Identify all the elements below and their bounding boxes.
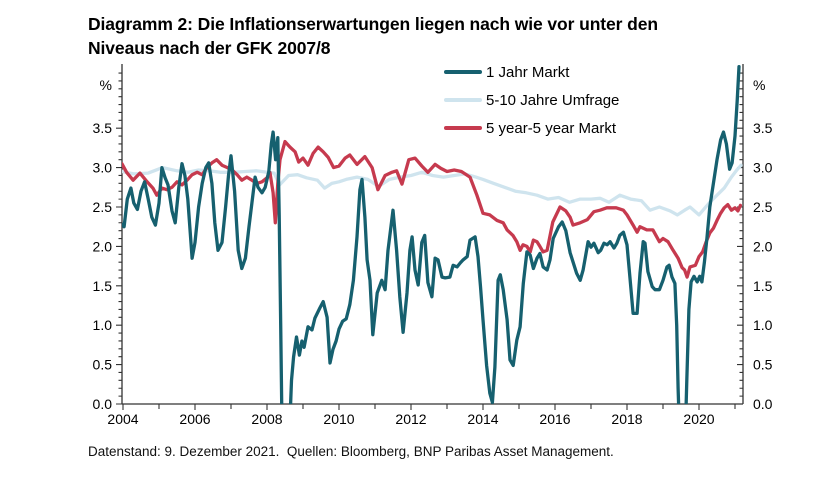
y-axis-label-left: 3.5 xyxy=(93,120,113,136)
y-axis-unit-left: % xyxy=(100,77,112,93)
y-axis-label-right: 2.5 xyxy=(753,199,773,215)
y-axis-label-right: 0.5 xyxy=(753,357,773,373)
chart-title-line1: Diagramm 2: Die Inflationserwartungen li… xyxy=(88,14,658,34)
y-ticks xyxy=(116,72,743,405)
y-axis-label-right: 1.0 xyxy=(753,317,773,333)
chart-title-line2: Niveaus nach der GFK 2007/8 xyxy=(88,38,331,58)
legend-item-5-10-jahre-umfrage: 5-10 Jahre Umfrage xyxy=(444,90,619,110)
y-axis-label-left: 0.0 xyxy=(93,396,113,412)
y-axis-label-right: 3.5 xyxy=(753,120,773,136)
y-axis-label-left: 2.0 xyxy=(93,238,113,254)
legend-label: 5-10 Jahre Umfrage xyxy=(486,91,620,109)
legend-swatch-red-line-icon xyxy=(444,126,482,130)
y-axis-label-right: 1.5 xyxy=(753,278,773,294)
y-axis-label-left: 2.5 xyxy=(93,199,113,215)
legend-swatch-lightblue-line-icon xyxy=(444,98,482,102)
x-axis-label: 2008 xyxy=(251,411,282,427)
series-line-1-jahr-markt xyxy=(122,65,741,404)
y-axis-label-left: 0.5 xyxy=(93,357,113,373)
x-axis-label: 2010 xyxy=(323,411,354,427)
x-ticks xyxy=(122,404,736,410)
y-axis-label-right: 0.0 xyxy=(753,396,773,412)
legend-item-5y5y-markt: 5 year-5 year Markt xyxy=(444,118,619,138)
y-axis-label-right: 2.0 xyxy=(753,238,773,254)
x-axis-label: 2004 xyxy=(107,411,138,427)
x-axis-label: 2018 xyxy=(611,411,642,427)
x-axis-label: 2020 xyxy=(683,411,714,427)
y-axis-label-right: 3.0 xyxy=(753,160,773,176)
source-note: Datenstand: 9. Dezember 2021. Quellen: B… xyxy=(88,444,614,459)
series-line-5-10-jahre-umfrage xyxy=(122,163,743,217)
y-axis-label-left: 1.0 xyxy=(93,317,113,333)
legend-swatch-teal-line-icon xyxy=(444,70,482,74)
x-axis-label: 2014 xyxy=(467,411,498,427)
x-axis-label: 2006 xyxy=(179,411,210,427)
legend-label: 5 year-5 year Markt xyxy=(486,119,617,137)
y-axis-label-left: 3.0 xyxy=(93,160,113,176)
chart-title: Diagramm 2: Die Inflationserwartungen li… xyxy=(88,12,768,60)
y-axis-unit-right: % xyxy=(753,77,765,93)
legend-label: 1 Jahr Markt xyxy=(486,63,570,81)
x-axis-label: 2012 xyxy=(395,411,426,427)
legend-item-1-jahr-markt: 1 Jahr Markt xyxy=(444,62,619,82)
x-axis-label: 2016 xyxy=(539,411,570,427)
y-axis-label-left: 1.5 xyxy=(93,278,113,294)
legend: 1 Jahr Markt 5-10 Jahre Umfrage 5 year-5… xyxy=(444,62,619,138)
